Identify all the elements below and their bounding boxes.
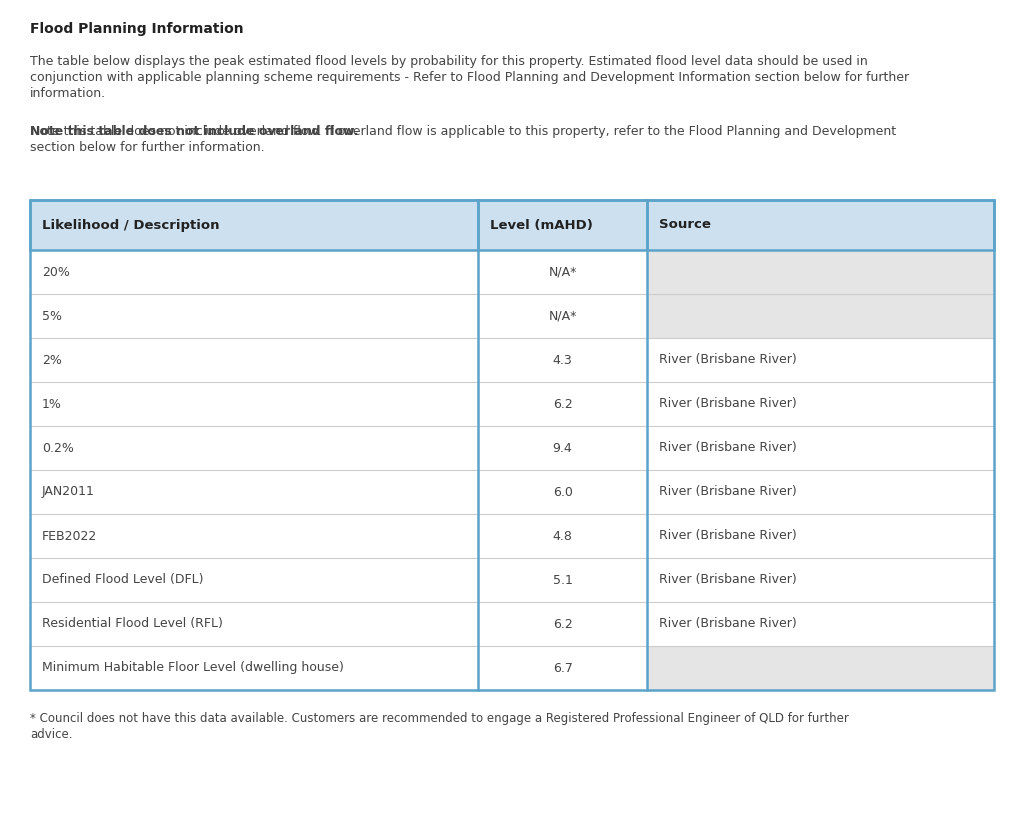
Text: 4.3: 4.3 [553, 353, 572, 367]
Text: Defined Flood Level (DFL): Defined Flood Level (DFL) [42, 574, 204, 586]
Bar [647, 514, 994, 558]
Text: Residential Flood Level (RFL): Residential Flood Level (RFL) [42, 618, 223, 630]
Bar [647, 646, 994, 690]
Text: 0.2%: 0.2% [42, 442, 74, 454]
Text: 1%: 1% [42, 397, 61, 411]
Text: River (Brisbane River): River (Brisbane River) [659, 618, 797, 630]
Bar [30, 646, 647, 690]
Text: 2%: 2% [42, 353, 61, 367]
Text: 5%: 5% [42, 310, 62, 322]
Bar [647, 558, 994, 602]
Bar [30, 558, 647, 602]
Text: Flood Planning Information: Flood Planning Information [30, 22, 244, 36]
Bar [647, 250, 994, 294]
Bar [30, 200, 994, 690]
Bar [30, 200, 994, 250]
Bar [30, 382, 647, 426]
Bar [647, 426, 994, 470]
Text: * Council does not have this data available. Customers are recommended to engage: * Council does not have this data availa… [30, 712, 849, 725]
Text: 4.8: 4.8 [553, 529, 572, 543]
Bar [30, 338, 647, 382]
Text: N/A*: N/A* [549, 310, 577, 322]
Text: information.: information. [30, 87, 106, 100]
Text: FEB2022: FEB2022 [42, 529, 97, 543]
Text: section below for further information.: section below for further information. [30, 141, 264, 154]
Bar [30, 514, 647, 558]
Text: Note this table does not include overland flow. If overland flow is applicable t: Note this table does not include overlan… [30, 125, 896, 138]
Text: River (Brisbane River): River (Brisbane River) [659, 353, 797, 367]
Bar [30, 200, 994, 690]
Text: Level (mAHD): Level (mAHD) [490, 219, 593, 231]
Bar [30, 426, 647, 470]
Bar [30, 200, 994, 250]
Text: 6.2: 6.2 [553, 618, 572, 630]
Text: advice.: advice. [30, 728, 73, 741]
Text: 9.4: 9.4 [553, 442, 572, 454]
Text: The table below displays the peak estimated flood levels by probability for this: The table below displays the peak estima… [30, 55, 867, 68]
Text: River (Brisbane River): River (Brisbane River) [659, 442, 797, 454]
Text: 6.2: 6.2 [553, 397, 572, 411]
Text: JAN2011: JAN2011 [42, 485, 95, 498]
Bar [647, 602, 994, 646]
Text: River (Brisbane River): River (Brisbane River) [659, 397, 797, 411]
Bar [30, 294, 647, 338]
Bar [647, 382, 994, 426]
Bar [30, 602, 647, 646]
Text: River (Brisbane River): River (Brisbane River) [659, 574, 797, 586]
Text: Likelihood / Description: Likelihood / Description [42, 219, 219, 231]
Text: 6.7: 6.7 [553, 661, 572, 675]
Text: Source: Source [659, 219, 711, 231]
Text: Minimum Habitable Floor Level (dwelling house): Minimum Habitable Floor Level (dwelling … [42, 661, 344, 675]
Bar [647, 338, 994, 382]
Text: 20%: 20% [42, 266, 70, 279]
Text: Note this table does not include overland flow.: Note this table does not include overlan… [30, 125, 358, 138]
Bar [30, 250, 647, 294]
Text: 6.0: 6.0 [553, 485, 572, 498]
Text: conjunction with applicable planning scheme requirements - Refer to Flood Planni: conjunction with applicable planning sch… [30, 71, 909, 84]
Bar [30, 470, 647, 514]
Text: River (Brisbane River): River (Brisbane River) [659, 529, 797, 543]
Text: River (Brisbane River): River (Brisbane River) [659, 485, 797, 498]
Bar [647, 294, 994, 338]
Text: 5.1: 5.1 [553, 574, 572, 586]
Text: N/A*: N/A* [549, 266, 577, 279]
Bar [647, 470, 994, 514]
